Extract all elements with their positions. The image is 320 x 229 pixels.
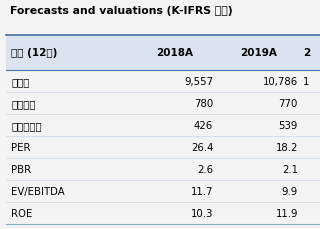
- Text: 1: 1: [303, 77, 309, 87]
- Text: Forecasts and valuations (K-IFRS 별도): Forecasts and valuations (K-IFRS 별도): [10, 6, 232, 16]
- Text: 10.3: 10.3: [191, 208, 213, 218]
- Text: 10,786: 10,786: [263, 77, 298, 87]
- Text: PER: PER: [11, 143, 31, 153]
- Text: 영업이익: 영업이익: [11, 99, 36, 109]
- Text: 2.6: 2.6: [197, 165, 213, 174]
- Text: 539: 539: [279, 121, 298, 131]
- Text: EV/EBITDA: EV/EBITDA: [11, 187, 65, 196]
- Text: 426: 426: [194, 121, 213, 131]
- Text: 11.7: 11.7: [191, 187, 213, 196]
- Text: 지배순이익: 지배순이익: [11, 121, 42, 131]
- Text: 770: 770: [279, 99, 298, 109]
- Text: 26.4: 26.4: [191, 143, 213, 153]
- Text: 2019A: 2019A: [240, 48, 277, 58]
- Text: ROE: ROE: [11, 208, 33, 218]
- Text: 780: 780: [194, 99, 213, 109]
- Text: 매출액: 매출액: [11, 77, 29, 87]
- Text: 9.9: 9.9: [282, 187, 298, 196]
- Text: PBR: PBR: [11, 165, 31, 174]
- Text: 11.9: 11.9: [276, 208, 298, 218]
- Text: 2.1: 2.1: [282, 165, 298, 174]
- Text: 2: 2: [303, 48, 310, 58]
- Text: 결산 (12월): 결산 (12월): [11, 48, 58, 58]
- Text: 2018A: 2018A: [156, 48, 193, 58]
- Text: 18.2: 18.2: [276, 143, 298, 153]
- Text: 9,557: 9,557: [184, 77, 213, 87]
